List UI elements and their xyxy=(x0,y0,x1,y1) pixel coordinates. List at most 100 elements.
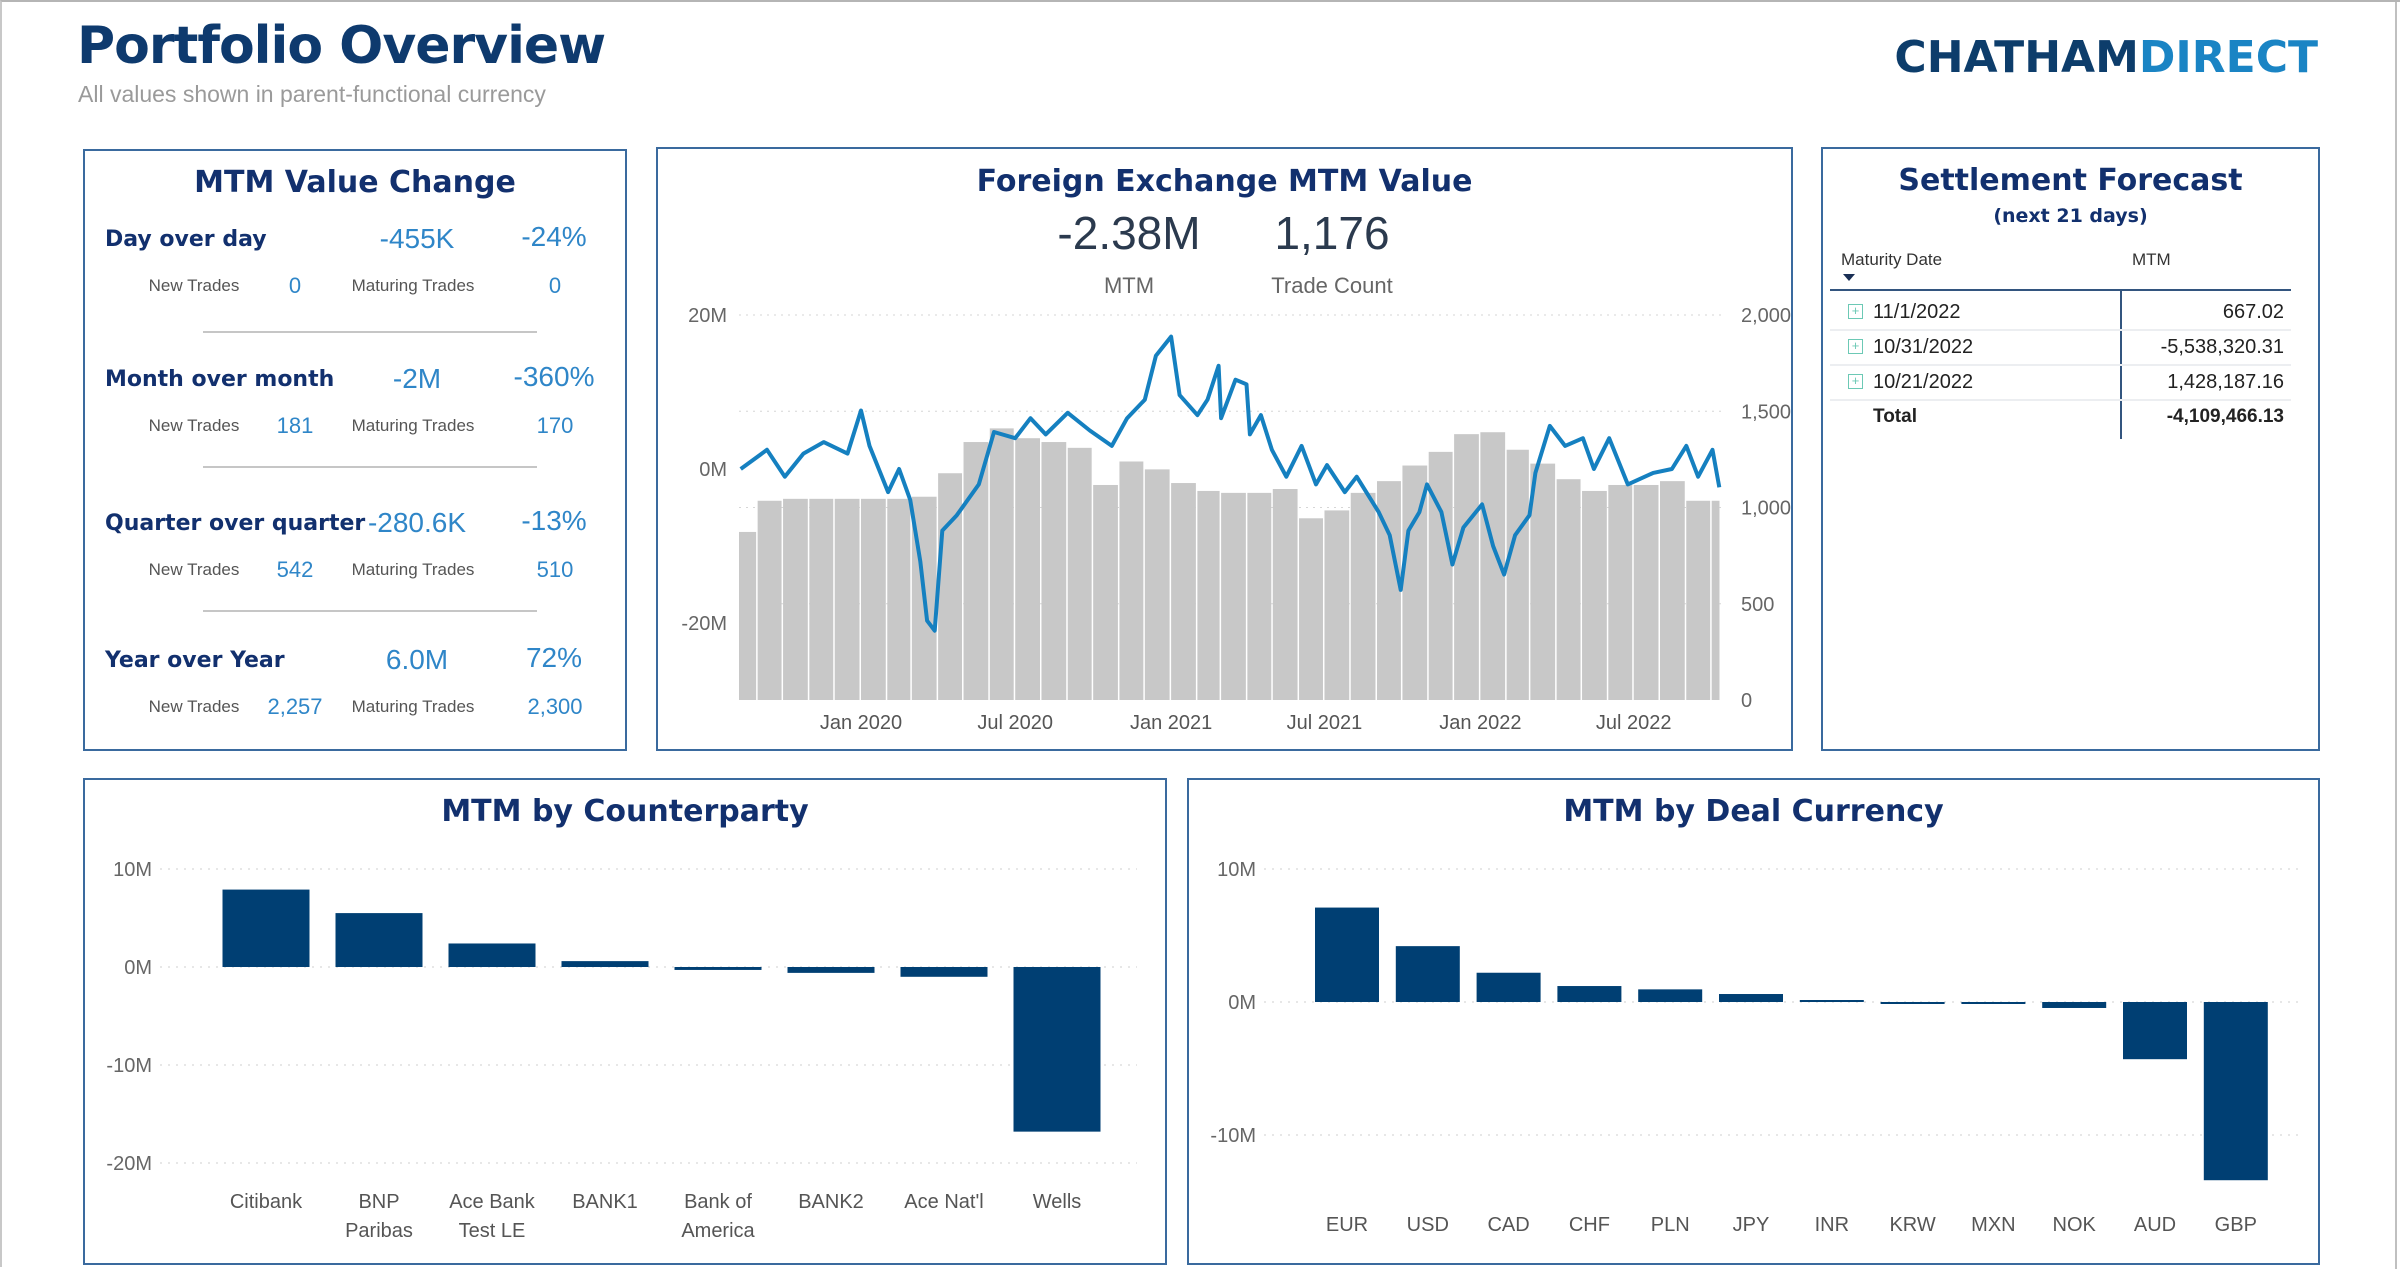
trade-count-bar xyxy=(809,499,833,700)
table-row[interactable]: + 11/1/2022 667.02 xyxy=(1830,295,2291,330)
page-subtitle: All values shown in parent-functional cu… xyxy=(78,81,546,108)
trade-count-bar xyxy=(964,442,989,700)
y-axis-tick-label: -10M xyxy=(1210,1125,1256,1147)
maturity-date-cell: 10/31/2022 xyxy=(1873,336,1973,359)
x-axis-tick-label: Jul 2022 xyxy=(1596,712,1672,734)
trade-count-bar xyxy=(1145,469,1170,700)
mtm-change-value: -280.6K xyxy=(368,507,466,539)
column-header-label: MTM xyxy=(2132,250,2171,269)
mtm-change-value: 6.0M xyxy=(386,644,448,676)
trade-count-bar xyxy=(1093,485,1118,700)
trade-count-bar xyxy=(1686,501,1710,700)
right-axis-tick-label: 500 xyxy=(1741,594,1774,616)
expand-plus-icon[interactable]: + xyxy=(1848,339,1863,354)
mtm-change-value: -455K xyxy=(380,223,455,255)
sort-descending-icon[interactable] xyxy=(1843,274,1855,281)
category-label: Ace Bank xyxy=(449,1191,536,1213)
settlement-forecast-card: Settlement Forecast (next 21 days) Matur… xyxy=(1821,147,2320,751)
left-axis-tick-label: 0M xyxy=(699,459,727,481)
y-axis-tick-label: 10M xyxy=(113,859,152,881)
bar[interactable] xyxy=(788,967,875,973)
bar[interactable] xyxy=(675,967,762,970)
y-axis-tick-label: -10M xyxy=(106,1055,152,1077)
category-label: KRW xyxy=(1889,1214,1935,1236)
mtm-cell: 1,428,187.16 xyxy=(2167,371,2284,394)
chatham-direct-logo: CHATHAMDIRECT xyxy=(1894,32,2318,83)
category-label: USD xyxy=(1407,1214,1449,1236)
x-axis-tick-label: Jan 2022 xyxy=(1439,712,1521,734)
mtm-change-percent: -13% xyxy=(521,505,586,537)
bar[interactable] xyxy=(1638,989,1702,1002)
new-trades-label: New Trades xyxy=(149,697,240,717)
trade-count-bar xyxy=(835,499,860,700)
table-row[interactable]: + 10/31/2022 -5,538,320.31 xyxy=(1830,330,2291,365)
column-header-mtm[interactable]: MTM xyxy=(2132,250,2171,270)
trade-count-bar xyxy=(861,499,886,700)
total-label: Total xyxy=(1873,406,1917,428)
trade-count-bar xyxy=(1557,479,1581,700)
bar[interactable] xyxy=(2204,1002,2268,1180)
trade-count-bar xyxy=(1299,518,1323,700)
category-label: Wells xyxy=(1033,1191,1082,1213)
maturity-date-cell: 10/21/2022 xyxy=(1873,371,1973,394)
right-axis-tick-label: 2,000 xyxy=(1741,305,1791,327)
trade-count-bar xyxy=(1507,450,1529,700)
category-label: AUD xyxy=(2134,1214,2176,1236)
bar[interactable] xyxy=(1014,967,1101,1132)
mtm-change-value: -2M xyxy=(393,363,441,395)
trade-count-bar xyxy=(1068,448,1092,700)
row-separator xyxy=(1830,399,2291,401)
bar[interactable] xyxy=(1719,994,1783,1002)
trade-count-bar xyxy=(990,428,1014,700)
bar[interactable] xyxy=(562,961,649,967)
mtm-change-percent: -24% xyxy=(521,221,586,253)
bar[interactable] xyxy=(223,890,310,967)
period-label: Month over month xyxy=(105,367,334,392)
category-label: GBP xyxy=(2215,1214,2257,1236)
category-label: Test LE xyxy=(459,1220,526,1242)
trade-count-bar xyxy=(1197,491,1219,700)
bar[interactable] xyxy=(449,943,536,967)
new-trades-count: 181 xyxy=(277,413,314,439)
bar[interactable] xyxy=(901,967,988,977)
bar[interactable] xyxy=(2123,1002,2187,1059)
period-label: Year over Year xyxy=(105,648,285,673)
column-header-maturity-date[interactable]: Maturity Date xyxy=(1841,250,1942,270)
bar[interactable] xyxy=(1315,908,1379,1002)
maturing-trades-count: 2,300 xyxy=(527,694,582,720)
trade-count-bar xyxy=(1171,483,1196,700)
bar[interactable] xyxy=(336,913,423,967)
bar[interactable] xyxy=(1961,1002,2025,1004)
category-label: Bank of xyxy=(684,1191,752,1213)
trade-count-bar xyxy=(1634,485,1659,700)
divider xyxy=(203,331,537,333)
left-axis-tick-label: -20M xyxy=(681,613,727,635)
expand-plus-icon[interactable]: + xyxy=(1848,304,1863,319)
trade-count-bar xyxy=(1119,461,1143,700)
trade-count-bar xyxy=(1041,442,1066,700)
category-label: INR xyxy=(1815,1214,1849,1236)
trade-count-bar xyxy=(1273,489,1298,700)
bar[interactable] xyxy=(1800,1000,1864,1002)
trade-count-bar xyxy=(1582,491,1607,700)
right-axis-tick-label: 1,500 xyxy=(1741,401,1791,423)
category-label: BANK2 xyxy=(798,1191,864,1213)
category-label: BANK1 xyxy=(572,1191,638,1213)
bar[interactable] xyxy=(1477,973,1541,1002)
trade-count-bar xyxy=(1712,501,1720,700)
expand-plus-icon[interactable]: + xyxy=(1848,374,1863,389)
category-label: Ace Nat'l xyxy=(904,1191,983,1213)
table-row[interactable]: + 10/21/2022 1,428,187.16 xyxy=(1830,365,2291,400)
bar[interactable] xyxy=(1557,986,1621,1002)
category-label: BNP xyxy=(358,1191,399,1213)
trade-count-bar xyxy=(1324,510,1349,700)
trade-count-bar xyxy=(1530,464,1555,700)
y-axis-tick-label: 0M xyxy=(124,957,152,979)
bar[interactable] xyxy=(1396,946,1460,1002)
mtm-cell: 667.02 xyxy=(2223,301,2284,324)
bar[interactable] xyxy=(2042,1002,2106,1008)
bar[interactable] xyxy=(1881,1002,1945,1004)
left-axis-tick-label: 20M xyxy=(688,305,727,327)
new-trades-label: New Trades xyxy=(149,276,240,296)
